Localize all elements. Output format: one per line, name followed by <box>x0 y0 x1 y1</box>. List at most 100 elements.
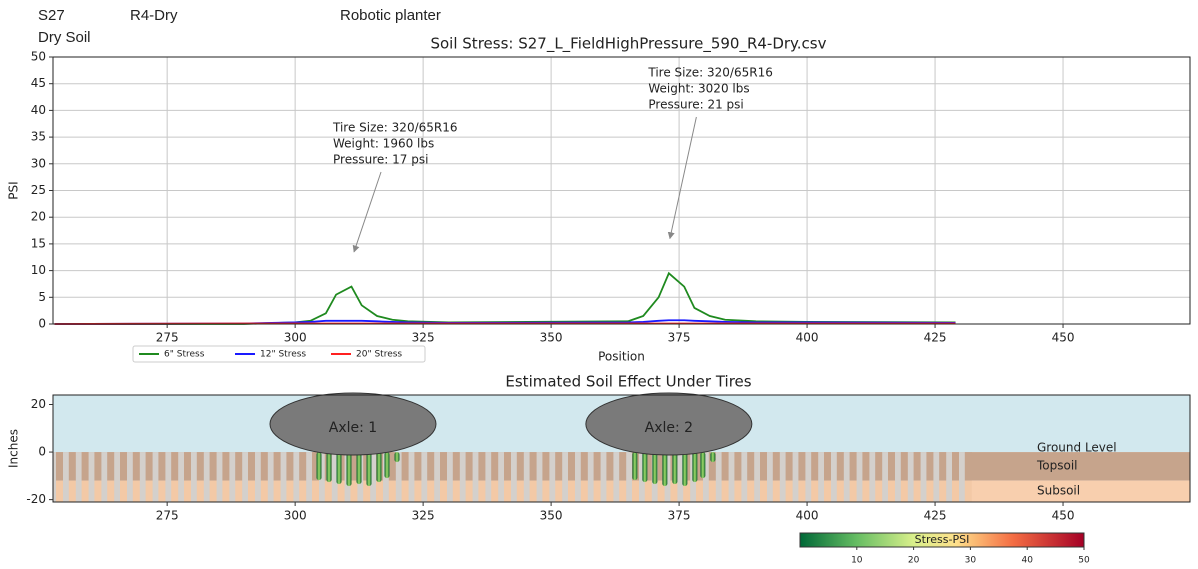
stripe <box>401 480 409 502</box>
stripe <box>606 480 614 502</box>
stripe <box>260 480 268 502</box>
stripe <box>158 452 166 481</box>
stripe <box>862 480 870 502</box>
stripe <box>849 480 857 502</box>
layer-label: Ground Level <box>1037 441 1117 455</box>
stripe <box>824 480 831 502</box>
legend-box <box>132 345 426 363</box>
y-tick-label: 50 <box>31 50 46 64</box>
x-tick-label: 350 <box>540 509 563 523</box>
stress-column <box>394 452 400 463</box>
stripe <box>81 452 89 481</box>
series-line <box>54 271 956 325</box>
stripe <box>145 480 153 502</box>
stripe <box>299 480 307 502</box>
header-label: Robotic planter <box>340 7 441 24</box>
y-tick-label: 35 <box>31 130 46 144</box>
stripe <box>632 480 639 502</box>
stripe <box>964 452 972 481</box>
stripe <box>734 452 742 481</box>
stripe <box>747 480 755 502</box>
stripe <box>888 480 895 502</box>
x-tick-label: 350 <box>540 331 563 345</box>
stripe <box>158 480 166 502</box>
stripe <box>209 480 217 502</box>
stripe <box>491 452 499 481</box>
stripe <box>414 480 422 502</box>
y-axis-label: PSI <box>7 181 21 199</box>
annotation-text: Pressure: 21 psi <box>648 98 743 112</box>
stripe <box>465 452 473 481</box>
stripe <box>209 452 217 481</box>
x-axis-label: Position <box>598 350 645 364</box>
stripe <box>504 452 511 481</box>
y-tick-label: 20 <box>31 397 46 411</box>
stripe <box>811 480 819 502</box>
stripe <box>196 452 204 481</box>
stripe <box>286 452 294 481</box>
stripe <box>747 452 755 481</box>
stripe <box>273 452 281 481</box>
x-tick-label: 400 <box>796 331 819 345</box>
legend-label: 6" Stress <box>164 350 205 360</box>
stripe <box>299 452 307 481</box>
stripe <box>619 452 627 481</box>
y-tick-label: -20 <box>26 492 46 506</box>
x-tick-label: 425 <box>924 331 947 345</box>
stripe <box>68 452 76 481</box>
stripe <box>312 480 319 502</box>
stress-column <box>692 452 698 483</box>
y-tick-label: 0 <box>38 445 46 459</box>
stripe <box>542 480 550 502</box>
stripe <box>440 452 447 481</box>
stripe <box>772 452 780 481</box>
stripe <box>94 452 102 481</box>
layer-label: Topsoil <box>1036 459 1078 473</box>
stripe <box>388 480 396 502</box>
annotation-arrow <box>352 171 382 253</box>
stripe <box>478 480 486 502</box>
x-tick-label: 325 <box>412 509 435 523</box>
stripe <box>734 480 742 502</box>
stripe <box>94 480 102 502</box>
colorbar-tick-label: 20 <box>908 556 920 566</box>
stripe <box>696 452 703 481</box>
stress-column <box>652 452 658 485</box>
stripe <box>824 452 831 481</box>
stripe <box>132 480 140 502</box>
x-tick-label: 325 <box>412 331 435 345</box>
stripe <box>388 452 396 481</box>
annotation-arrow <box>667 116 697 240</box>
stripe <box>926 480 934 502</box>
plot-frame <box>52 394 1191 503</box>
stripe <box>171 480 179 502</box>
stripe <box>452 480 460 502</box>
stripe <box>440 480 447 502</box>
stripe <box>235 480 243 502</box>
stripe <box>811 452 819 481</box>
annotation-text: Tire Size: 320/65R16 <box>647 66 772 80</box>
stripe <box>964 480 972 502</box>
stripe <box>760 480 767 502</box>
stripe <box>145 452 153 481</box>
x-tick-label: 275 <box>156 509 179 523</box>
stripe <box>312 452 319 481</box>
x-tick-label: 300 <box>284 509 307 523</box>
stripe <box>606 452 614 481</box>
stripe <box>222 452 230 481</box>
stripe <box>120 480 127 502</box>
stripe <box>939 480 947 502</box>
stripe <box>772 480 780 502</box>
stress-column <box>384 452 390 479</box>
series-line <box>54 322 956 325</box>
stripe <box>670 480 678 502</box>
colorbar <box>799 532 1085 548</box>
header-label: S27 <box>38 7 65 24</box>
x-tick-label: 375 <box>668 331 691 345</box>
axle <box>269 392 437 456</box>
stripe <box>900 452 908 481</box>
stripe <box>184 480 191 502</box>
stripe <box>132 452 140 481</box>
stripe <box>952 452 959 481</box>
annotation-text: Pressure: 17 psi <box>333 153 428 167</box>
